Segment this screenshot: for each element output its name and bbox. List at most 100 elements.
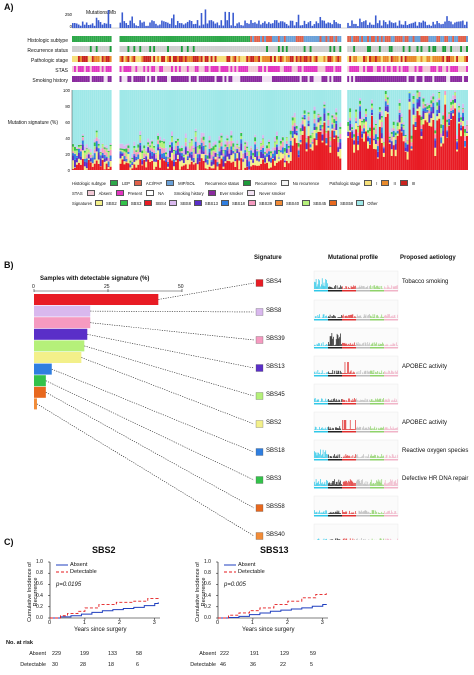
- signature-segment: [184, 154, 187, 165]
- profile-bar: [370, 482, 371, 486]
- signature-segment: [155, 159, 158, 162]
- signature-segment: [178, 148, 181, 152]
- profile-bar: [383, 426, 384, 430]
- signature-segment: [109, 144, 112, 147]
- profile-bar: [316, 511, 318, 514]
- profile-strip: [314, 459, 328, 461]
- mutation-bar: [384, 22, 387, 28]
- annotation-cell: [262, 46, 265, 52]
- signature-other-segment: [256, 90, 259, 147]
- signature-other-segment: [250, 90, 253, 147]
- mutation-bar: [248, 23, 250, 28]
- profile-strip: [370, 375, 384, 377]
- signature-other-segment: [460, 90, 463, 115]
- annotation-cell: [390, 46, 393, 52]
- profile-bar: [327, 427, 328, 430]
- signature-other-segment: [458, 90, 461, 104]
- signature-other-segment: [420, 90, 423, 116]
- profile-bar: [386, 538, 388, 540]
- signature-segment: [77, 147, 80, 149]
- signature-other-segment: [432, 90, 435, 94]
- legend-swatch-absent: [86, 190, 95, 196]
- profile-bar: [356, 287, 357, 289]
- profile-bar: [333, 336, 334, 346]
- signature-segment: [214, 153, 217, 157]
- signature-segment: [121, 153, 124, 156]
- signature-other-segment: [359, 90, 362, 99]
- profile-bar: [373, 510, 375, 514]
- annotation-cell: [254, 76, 257, 82]
- profile-bar: [334, 398, 335, 402]
- annotation-cell: [226, 66, 229, 72]
- signature-segment: [260, 140, 263, 143]
- profile-bar: [337, 484, 339, 486]
- signature-segment: [420, 125, 423, 129]
- profile-bar: [317, 539, 319, 540]
- annotation-cell: [466, 46, 468, 52]
- annotation-cell: [208, 46, 211, 52]
- profile-bar: [323, 428, 325, 430]
- annotation-cell: [454, 76, 457, 82]
- signature-other-segment: [442, 90, 445, 113]
- signature-segment: [315, 126, 318, 130]
- signature-segment: [109, 143, 112, 145]
- profile-bar: [397, 370, 398, 374]
- annotation-cell: [165, 66, 168, 72]
- signature-segment: [228, 161, 231, 170]
- annotation-cell: [309, 76, 312, 82]
- annotation-cell: [440, 56, 443, 62]
- annotation-cell: [400, 56, 403, 62]
- signature-segment: [273, 136, 276, 142]
- profile-bar: [388, 314, 390, 318]
- signature-segment: [204, 149, 207, 155]
- profile-bar: [391, 370, 393, 374]
- signature-segment: [458, 112, 461, 118]
- signature-other-segment: [107, 90, 110, 150]
- profile-bar: [366, 345, 368, 346]
- signature-segment: [327, 127, 330, 131]
- signature-segment: [81, 144, 84, 151]
- signature-segment: [123, 148, 126, 152]
- profile-bar: [355, 345, 356, 346]
- signature-segment: [244, 143, 247, 146]
- profile-bar: [370, 399, 372, 402]
- profile-bar: [352, 513, 354, 514]
- signature-segment: [196, 141, 199, 147]
- signature-segment: [281, 136, 284, 138]
- signature-segment: [161, 140, 164, 142]
- signature-segment: [464, 140, 467, 147]
- profile-bar: [360, 457, 362, 458]
- profile-bar: [360, 399, 362, 402]
- profile-bar: [318, 316, 320, 318]
- mutation-bar: [351, 20, 353, 28]
- signature-segment: [89, 161, 92, 163]
- profile-bar: [324, 429, 326, 430]
- km-ytick-label: 1.0: [204, 559, 211, 565]
- signature-segment: [382, 137, 385, 143]
- signature-segment: [147, 138, 150, 143]
- profile-bar: [380, 482, 382, 486]
- profile-bar: [334, 315, 335, 318]
- signature-segment: [398, 105, 401, 110]
- annotation-cell: [192, 36, 195, 42]
- signature-segment: [218, 136, 221, 141]
- signature-segment: [266, 145, 269, 149]
- signature-segment: [374, 134, 377, 140]
- mutation-bar: [426, 25, 429, 28]
- signature-segment: [307, 136, 310, 170]
- annotation-cell: [72, 76, 74, 82]
- annotation-cell: [390, 66, 393, 72]
- profile-bar: [321, 317, 323, 318]
- signature-segment: [256, 146, 259, 149]
- profile-bar: [344, 512, 346, 514]
- annotation-cell: [394, 76, 397, 82]
- signature-segment: [378, 126, 381, 170]
- signature-segment: [446, 119, 449, 122]
- signature-segment: [165, 154, 168, 156]
- signature-segment: [238, 147, 241, 149]
- annotation-cell: [438, 76, 441, 82]
- signature-segment: [188, 139, 191, 143]
- signature-other-segment: [402, 90, 405, 123]
- annotation-cell: [335, 66, 338, 72]
- signature-segment: [335, 112, 338, 115]
